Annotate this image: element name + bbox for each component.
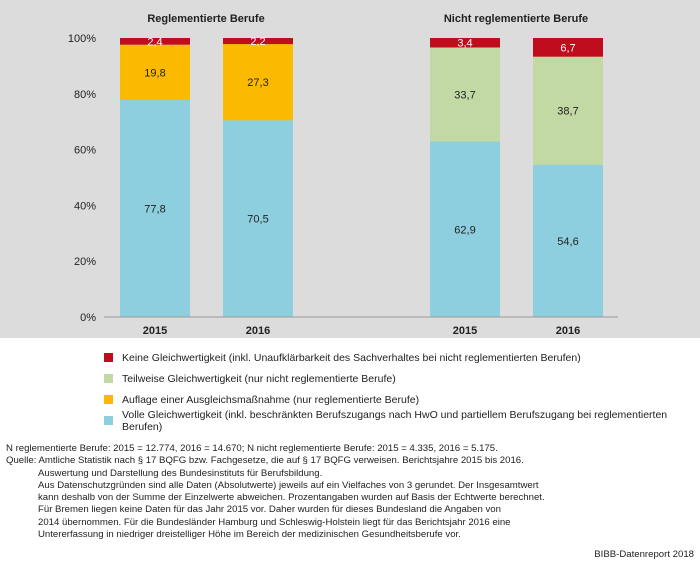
source-line-5: Für Bremen liegen keine Daten für das Ja… bbox=[38, 504, 501, 516]
source-line-1: Quelle: Amtliche Statistik nach § 17 BQF… bbox=[6, 455, 524, 467]
legend-swatch bbox=[104, 353, 113, 362]
data-label: 27,3 bbox=[247, 77, 268, 89]
legend-label: Keine Gleichwertigkeit (inkl. Unaufklärb… bbox=[122, 351, 581, 364]
y-tick-label: 0% bbox=[80, 312, 96, 324]
bar-segment bbox=[533, 56, 603, 165]
data-label: 33,7 bbox=[454, 89, 475, 101]
y-tick-label: 60% bbox=[74, 145, 96, 157]
bar-segment bbox=[430, 38, 500, 48]
group-title: Nicht reglementierte Berufe bbox=[444, 13, 588, 25]
data-label: 6,7 bbox=[560, 42, 575, 54]
bar-segment bbox=[120, 99, 190, 317]
bar-segment bbox=[430, 141, 500, 317]
legend-item: Auflage einer Ausgleichsmaßnahme (nur re… bbox=[104, 389, 694, 410]
x-tick-label: 2015 bbox=[143, 325, 167, 337]
bar-segment bbox=[223, 38, 293, 45]
group-title: Reglementierte Berufe bbox=[147, 13, 264, 25]
legend-item: Keine Gleichwertigkeit (inkl. Unaufklärb… bbox=[104, 347, 694, 368]
bar-segment bbox=[430, 47, 500, 142]
y-tick-label: 40% bbox=[74, 200, 96, 212]
bar-segment bbox=[223, 44, 293, 121]
legend-swatch bbox=[104, 416, 113, 425]
source-line-3: Aus Datenschutzgründen sind alle Daten (… bbox=[38, 479, 539, 491]
stacked-bar-chart: 0% 20% 40% 60% 80% 100% Reglementierte Berufe N… bbox=[68, 13, 618, 337]
source-line-7: Untererfassung in niedriger dreistellige… bbox=[38, 529, 461, 541]
data-label: 38,7 bbox=[557, 106, 578, 118]
legend-swatch bbox=[104, 374, 113, 383]
x-tick-label: 2016 bbox=[246, 325, 270, 337]
bar-segment bbox=[120, 44, 190, 100]
data-label: 19,8 bbox=[144, 67, 165, 79]
data-label: 2,2 bbox=[250, 36, 265, 48]
data-label: 77,8 bbox=[144, 203, 165, 215]
legend: Keine Gleichwertigkeit (inkl. Unaufklärb… bbox=[104, 347, 694, 433]
x-tick-label: 2016 bbox=[556, 325, 580, 337]
notes: N reglementierte Berufe: 2015 = 12.774, … bbox=[6, 443, 696, 541]
data-label: 62,9 bbox=[454, 224, 475, 236]
legend-swatch bbox=[104, 395, 113, 404]
bar-segment bbox=[533, 164, 603, 317]
legend-item: Teilweise Gleichwertigkeit (nur nicht re… bbox=[104, 368, 694, 389]
source-line-4: kann deshalb von der Summe der Einzelwer… bbox=[38, 492, 545, 504]
legend-label: Teilweise Gleichwertigkeit (nur nicht re… bbox=[122, 372, 396, 385]
source-line-6: 2014 übernommen. Für die Bundesländer Ha… bbox=[38, 516, 511, 528]
bar-segment bbox=[533, 38, 603, 57]
source-line-2: Auswertung und Darstellung des Bundesins… bbox=[38, 467, 323, 479]
x-tick-label: 2015 bbox=[453, 325, 477, 337]
bar-segment bbox=[223, 120, 293, 318]
y-tick-label: 20% bbox=[74, 256, 96, 268]
legend-label: Auflage einer Ausgleichsmaßnahme (nur re… bbox=[122, 393, 420, 406]
y-tick-label: 80% bbox=[74, 89, 96, 101]
credit: BIBB-Datenreport 2018 bbox=[594, 549, 694, 560]
n-line: N reglementierte Berufe: 2015 = 12.774, … bbox=[6, 443, 498, 454]
data-label: 2,4 bbox=[147, 36, 162, 48]
bar-segment bbox=[120, 38, 190, 45]
legend-label: Volle Gleichwertigkeit (inkl. beschränkt… bbox=[122, 408, 668, 433]
data-label: 54,6 bbox=[557, 236, 578, 248]
chart-area: 0% 20% 40% 60% 80% 100% Reglementierte Berufe N… bbox=[0, 0, 700, 338]
y-tick-label: 100% bbox=[68, 33, 96, 45]
legend-item: Volle Gleichwertigkeit (inkl. beschränkt… bbox=[104, 408, 694, 433]
data-label: 70,5 bbox=[247, 214, 268, 226]
data-label: 3,4 bbox=[457, 38, 472, 50]
